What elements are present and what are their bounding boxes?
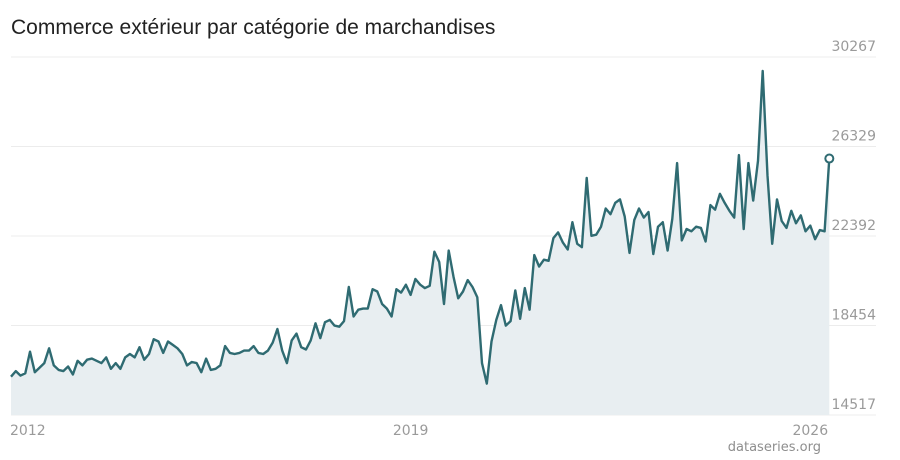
y-tick-label: 14517 [831,397,876,413]
source-credit: dataseries.org [727,440,821,455]
y-axis-ticks: 30267 26329 22392 18454 14517 [831,39,876,413]
series-area [11,71,830,415]
y-tick-label: 18454 [831,308,876,324]
last-point-marker [824,153,835,164]
y-tick-label: 22392 [831,218,876,234]
series-line [10,69,831,385]
x-tick-label: 2012 [10,423,46,439]
x-axis-ticks: 2012 2019 2026 [10,423,828,439]
x-tick-label: 2019 [393,423,429,439]
y-tick-label: 30267 [831,39,876,55]
y-tick-label: 26329 [831,129,876,145]
chart-title: Commerce extérieur par catégorie de marc… [11,16,496,39]
x-tick-label: 2026 [792,423,828,439]
